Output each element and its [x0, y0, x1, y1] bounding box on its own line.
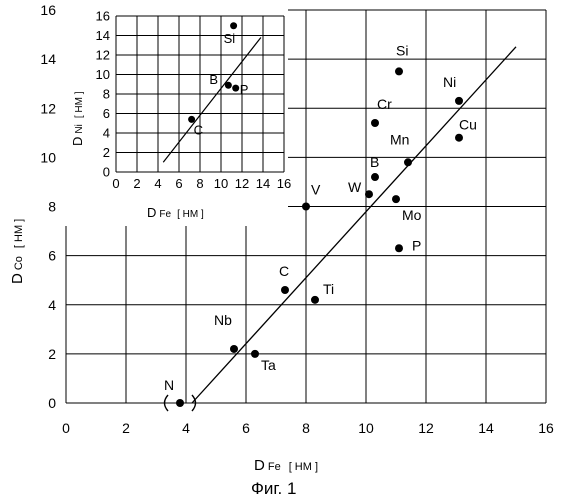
inset-x-tick-label: 6	[175, 176, 182, 191]
inset-point-si	[230, 22, 237, 29]
inset-chart: 02468101214160246810121416 SiBPC DFe[ НМ…	[56, 0, 291, 226]
main-point-label-p: P	[412, 237, 421, 253]
main-point-label-cr: Cr	[377, 96, 392, 112]
main-point-w	[365, 190, 373, 198]
inset-x-tick-label: 14	[256, 176, 270, 191]
main-point-nb	[230, 345, 238, 353]
main-y-axis-label: D Co [ НМ ]	[9, 219, 26, 284]
main-x-axis-label-main: D	[254, 457, 265, 474]
main-y-tick-label: 14	[40, 51, 56, 67]
main-y-tick-label: 16	[40, 2, 56, 18]
main-point-b	[371, 173, 379, 181]
inset-y-tick-label: 14	[96, 28, 110, 43]
inset-point-label-b: B	[209, 72, 218, 87]
inset-y-axis-label-unit: [ НМ ]	[74, 91, 85, 118]
inset-y-tick-label: 12	[96, 48, 110, 63]
inset-point-p	[232, 85, 239, 92]
main-point-c	[281, 286, 289, 294]
inset-y-axis-label-sub: Ni	[74, 124, 85, 133]
inset-x-tick-label: 12	[235, 176, 249, 191]
main-y-tick-label: 10	[40, 149, 56, 165]
main-point-label-cu: Cu	[459, 117, 477, 133]
main-point-label-b: B	[370, 154, 379, 170]
inset-x-tick-label: 8	[196, 176, 203, 191]
main-x-tick-label: 14	[478, 420, 494, 436]
inset-point-label-c: C	[194, 122, 203, 137]
main-y-axis-label-unit: [ НМ ]	[13, 219, 25, 248]
main-x-tick-label: 6	[242, 420, 250, 436]
inset-y-tick-label: 16	[96, 9, 110, 24]
main-point-mo	[392, 195, 400, 203]
main-point-ni	[455, 97, 463, 105]
main-y-tick-label: 12	[40, 100, 56, 116]
main-point-cr	[371, 119, 379, 127]
main-point-ti	[311, 296, 319, 304]
main-point-label-nb: Nb	[214, 312, 232, 328]
main-y-tick-label: 2	[48, 346, 56, 362]
main-x-tick-label: 10	[358, 420, 374, 436]
main-x-tick-label: 0	[62, 420, 70, 436]
inset-point-label-p: P	[240, 82, 249, 97]
inset-point-b	[225, 82, 232, 89]
main-x-tick-label: 4	[182, 420, 190, 436]
main-point-label-ta: Ta	[261, 357, 276, 373]
main-point-p	[395, 244, 403, 252]
main-x-tick-label: 2	[122, 420, 130, 436]
main-point-label-w: W	[348, 179, 362, 195]
main-x-axis-label: DFe [ НМ ]	[254, 457, 318, 474]
inset-y-tick-label: 6	[103, 106, 110, 121]
inset-x-tick-label: 16	[277, 176, 291, 191]
main-y-tick-label: 0	[48, 395, 56, 411]
inset-y-axis-label-main: D	[70, 137, 85, 146]
main-point-ta	[251, 350, 259, 358]
main-point-label-mn: Mn	[390, 131, 409, 147]
inset-x-tick-label: 2	[133, 176, 140, 191]
inset-y-tick-label: 4	[103, 126, 110, 141]
main-x-tick-label: 12	[418, 420, 434, 436]
inset-y-tick-label: 10	[96, 67, 110, 82]
main-point-cu	[455, 134, 463, 142]
main-point-label-mo: Mo	[402, 207, 422, 223]
main-y-tick-label: 4	[48, 297, 56, 313]
main-x-axis-label-unit: [ НМ ]	[289, 461, 318, 473]
inset-x-tick-label: 4	[154, 176, 161, 191]
inset-x-axis-label-sub: Fe	[159, 209, 171, 220]
main-point-si	[395, 67, 403, 75]
main-x-axis-label-sub: Fe	[268, 461, 281, 473]
inset-x-tick-label: 0	[112, 176, 119, 191]
main-x-tick-label: 16	[538, 420, 554, 436]
inset-x-tick-label: 10	[214, 176, 228, 191]
main-y-axis-label-main: D	[9, 273, 26, 284]
main-y-tick-label: 6	[48, 248, 56, 264]
main-point-label-n: N	[164, 377, 174, 393]
inset-point-label-si: Si	[224, 31, 236, 46]
main-point-mn	[404, 158, 412, 166]
main-point-label-c: C	[279, 263, 289, 279]
main-point-label-v: V	[311, 182, 321, 198]
inset-y-tick-label: 0	[103, 165, 110, 180]
inset-x-axis-label-main: D	[147, 205, 156, 220]
main-point-label-ni: Ni	[443, 74, 456, 90]
inset-x-axis-label-unit: [ НМ ]	[177, 209, 204, 220]
main-point-label-si: Si	[396, 42, 408, 58]
inset-y-tick-label: 8	[103, 87, 110, 102]
figure-caption: Фиг. 1	[251, 479, 296, 498]
main-point-n	[176, 399, 184, 407]
inset-y-tick-label: 2	[103, 145, 110, 160]
main-x-tick-label: 8	[302, 420, 310, 436]
main-y-tick-label: 8	[48, 199, 56, 215]
main-point-v	[302, 203, 310, 211]
main-point-label-ti: Ti	[323, 281, 334, 297]
main-y-axis-label-sub: Co	[13, 256, 25, 270]
